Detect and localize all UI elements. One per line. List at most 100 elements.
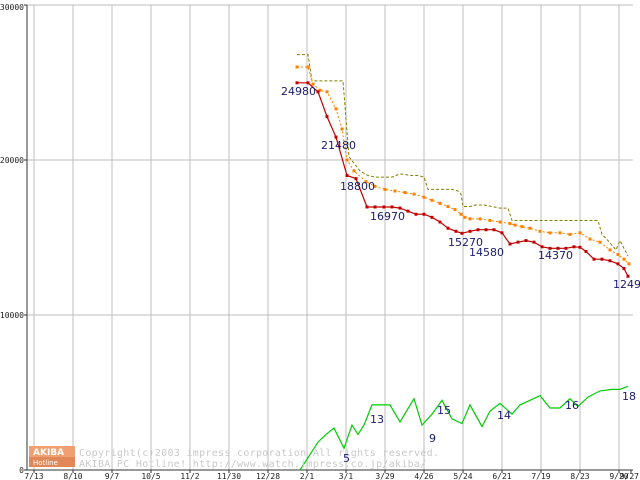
data-point	[463, 215, 467, 219]
data-point	[412, 192, 416, 196]
data-point	[508, 222, 512, 226]
data-point	[453, 208, 457, 212]
data-point	[524, 239, 528, 243]
x-tick-label: 9/7	[105, 472, 120, 480]
data-point	[578, 231, 582, 235]
data-point	[393, 189, 397, 193]
y-tick-label: 20000	[0, 156, 24, 165]
data-point	[564, 246, 568, 250]
x-tick-label: 2/1	[300, 472, 315, 480]
data-point	[438, 220, 442, 224]
data-label: 15	[437, 404, 451, 417]
data-point	[334, 135, 338, 139]
data-point	[627, 262, 631, 266]
x-tick-label: 10/5	[141, 472, 160, 480]
x-tick-label: 9/20	[609, 472, 628, 480]
data-point	[430, 215, 434, 219]
data-point	[622, 267, 626, 270]
data-point	[626, 274, 630, 278]
data-point	[558, 231, 562, 235]
data-point	[422, 195, 426, 199]
data-point	[540, 245, 544, 249]
data-label: 13	[370, 413, 384, 426]
data-point	[508, 242, 512, 246]
site-line: AKIBA PC Hotline! http://www.watch.impre…	[79, 459, 427, 470]
data-point	[318, 88, 322, 92]
data-point	[422, 212, 426, 216]
x-tick-label: 11/30	[217, 472, 241, 480]
data-label: 16970	[370, 210, 405, 223]
data-point	[306, 81, 310, 85]
data-point	[364, 180, 368, 184]
series-line	[297, 54, 629, 257]
data-point	[468, 217, 472, 221]
data-point	[460, 231, 464, 235]
data-point	[345, 174, 349, 177]
data-point	[588, 237, 592, 241]
data-point	[608, 248, 612, 252]
x-tick-label: 3/29	[375, 472, 394, 480]
data-point	[325, 115, 329, 119]
data-point	[345, 158, 349, 162]
data-point	[468, 229, 472, 233]
data-point	[438, 201, 442, 205]
data-point	[616, 262, 620, 266]
data-point	[592, 257, 596, 261]
data-point	[548, 246, 552, 250]
logo-text-bottom: Hotline	[33, 459, 58, 467]
x-tick-label: 8/23	[570, 472, 589, 480]
data-point	[430, 198, 434, 202]
x-tick-label: 7/13	[24, 472, 43, 480]
akiba-logo-top	[29, 446, 75, 457]
data-point	[414, 212, 418, 216]
data-label: 18800	[340, 180, 375, 193]
copyright-watermark: AKIBA Hotline Copyright(c)2003 impress c…	[29, 446, 439, 470]
data-point	[484, 228, 488, 232]
data-point	[382, 205, 386, 209]
data-point	[325, 90, 329, 94]
data-label: 12499	[613, 278, 640, 291]
x-tick-label: 11/2	[180, 472, 199, 480]
data-point	[622, 257, 626, 261]
y-axis: 0 10000 20000 30000	[0, 3, 28, 475]
data-point	[584, 249, 588, 253]
x-tick-label: 6/21	[492, 472, 511, 480]
data-point	[528, 226, 532, 230]
logo-text-top: AKIBA	[33, 448, 64, 458]
data-point	[492, 228, 496, 232]
data-point	[538, 229, 542, 233]
x-tick-label: 8/10	[63, 472, 82, 480]
data-point	[556, 246, 560, 250]
series-line	[299, 385, 629, 471]
data-label: 14	[497, 409, 511, 422]
copyright-line: Copyright(c)2003 impress corporation All…	[79, 448, 439, 459]
y-tick-label: 10000	[0, 311, 24, 320]
data-label: 16	[565, 399, 579, 412]
data-point	[373, 205, 377, 209]
data-point	[616, 253, 620, 257]
data-point	[548, 231, 552, 235]
data-point	[459, 212, 463, 216]
akiba-logo-bottom	[29, 457, 75, 467]
data-point	[383, 187, 387, 191]
data-point	[478, 217, 482, 221]
data-label: 24980	[281, 85, 316, 98]
data-point	[600, 257, 604, 261]
data-point	[311, 82, 315, 86]
data-label: 5	[343, 452, 350, 465]
data-point	[516, 240, 520, 244]
data-point	[578, 245, 582, 249]
x-tick-label: 5/24	[453, 472, 472, 480]
data-point	[365, 205, 369, 209]
data-point	[520, 225, 524, 229]
x-tick-label: 9/27	[620, 472, 639, 480]
data-label: 14370	[538, 249, 573, 262]
x-tick-label: 7/19	[531, 472, 550, 480]
data-point	[608, 259, 612, 263]
data-point	[340, 127, 344, 131]
data-point	[488, 218, 492, 222]
data-point	[334, 107, 338, 111]
data-label: 14580	[469, 246, 504, 259]
